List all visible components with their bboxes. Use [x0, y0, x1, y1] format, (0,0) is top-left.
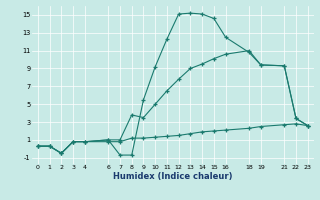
X-axis label: Humidex (Indice chaleur): Humidex (Indice chaleur)	[113, 172, 233, 181]
